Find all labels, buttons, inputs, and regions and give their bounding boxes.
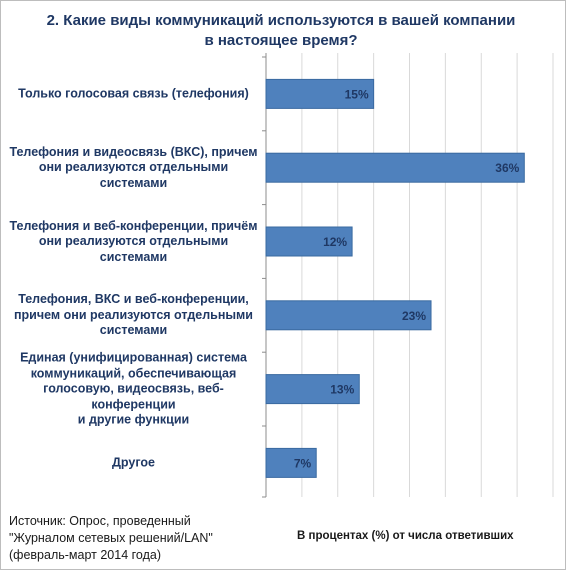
category-label: Телефония и веб-конференции, причём они р… bbox=[7, 218, 260, 265]
bar bbox=[265, 152, 525, 183]
bar bbox=[265, 447, 317, 478]
category-label-line: голосовую, видеосвязь, веб-конференции bbox=[43, 381, 224, 411]
chart-title: 2. Какие виды коммуникаций используются … bbox=[46, 12, 516, 49]
bar bbox=[265, 78, 375, 109]
category-label-line: Только голосовая связь (телефония) bbox=[18, 86, 249, 101]
category-label-line: они реализуются отдельными системами bbox=[38, 159, 229, 190]
category-label-line: и другие функции bbox=[77, 412, 190, 427]
bar bbox=[265, 300, 432, 331]
data-label: 15% bbox=[345, 87, 369, 101]
category-label-line: Телефония, ВКС и веб-конференции, bbox=[18, 292, 249, 307]
x-axis-label: В процентах (%) от числа ответивших bbox=[297, 530, 514, 542]
bar bbox=[265, 226, 353, 257]
source-line-1: Источник: Опрос, проведенный bbox=[9, 514, 191, 528]
category-label-line: системами bbox=[99, 323, 168, 338]
bar bbox=[265, 374, 360, 405]
category-label: Только голосовая связь (телефония) bbox=[7, 86, 260, 102]
category-label-line: Телефония и видеосвязь (ВКС), причем bbox=[9, 144, 258, 159]
data-label: 23% bbox=[402, 309, 426, 323]
category-label: Другое bbox=[7, 455, 260, 471]
data-label: 12% bbox=[323, 235, 347, 249]
category-label: Телефония и видеосвязь (ВКС), причем они … bbox=[7, 144, 260, 191]
data-label: 13% bbox=[330, 383, 354, 397]
source-line-2: "Журналом сетевых решений/LAN" bbox=[9, 531, 213, 545]
category-label: Единая (унифицированная) система коммуник… bbox=[7, 350, 260, 428]
category-label-line: Телефония и веб-конференции, причём bbox=[9, 218, 258, 233]
data-label: 7% bbox=[294, 456, 312, 470]
source-note: Источник: Опрос, проведенный "Журналом с… bbox=[9, 513, 213, 564]
category-label-line: они реализуются отдельными системами bbox=[38, 233, 229, 264]
category-label: Телефония, ВКС и веб-конференции, причем … bbox=[7, 292, 260, 339]
category-label-line: Единая (унифицированная) система bbox=[20, 350, 247, 365]
category-label-line: причем они реализуются отдельными bbox=[14, 307, 253, 322]
category-label-line: Другое bbox=[112, 455, 155, 470]
data-label: 36% bbox=[495, 161, 519, 175]
category-label-line: коммуникаций, обеспечивающая bbox=[30, 365, 237, 380]
source-line-3: (февраль-март 2014 года) bbox=[9, 548, 161, 562]
